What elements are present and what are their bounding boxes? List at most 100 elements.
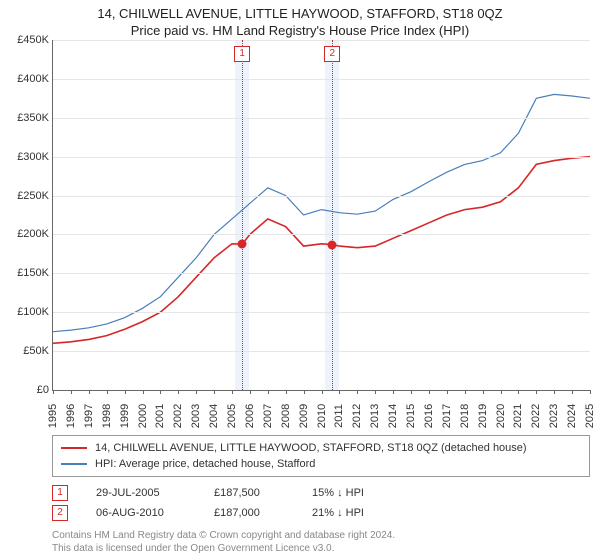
x-tick (268, 390, 269, 394)
legend-item: 14, CHILWELL AVENUE, LITTLE HAYWOOD, STA… (61, 440, 581, 456)
x-tick (160, 390, 161, 394)
gridline (53, 40, 590, 41)
credits: Contains HM Land Registry data © Crown c… (52, 529, 590, 555)
x-axis-label: 1999 (119, 404, 131, 428)
x-axis-label: 2022 (530, 404, 542, 428)
x-tick (143, 390, 144, 394)
x-tick (590, 390, 591, 394)
x-tick (393, 390, 394, 394)
y-axis-label: £150K (1, 267, 49, 279)
sales-row: 2 06-AUG-2010 £187,000 21% ↓ HPI (52, 503, 590, 523)
x-tick (196, 390, 197, 394)
legend: 14, CHILWELL AVENUE, LITTLE HAYWOOD, STA… (52, 435, 590, 477)
x-axis-label: 1997 (83, 404, 95, 428)
x-axis-label: 2002 (172, 404, 184, 428)
x-axis-label: 1998 (101, 404, 113, 428)
x-axis-label: 2016 (423, 404, 435, 428)
x-axis-label: 2014 (387, 404, 399, 428)
sale-point (238, 240, 247, 249)
x-tick (447, 390, 448, 394)
x-tick (89, 390, 90, 394)
legend-swatch (61, 463, 87, 465)
y-axis-label: £50K (1, 345, 49, 357)
series-property (53, 157, 590, 344)
y-axis-label: £350K (1, 112, 49, 124)
sale-marker-line (242, 40, 243, 390)
credits-line: Contains HM Land Registry data © Crown c… (52, 529, 590, 542)
x-axis-label: 2006 (244, 404, 256, 428)
x-tick (483, 390, 484, 394)
x-axis-label: 2023 (548, 404, 560, 428)
x-tick (107, 390, 108, 394)
x-tick (518, 390, 519, 394)
sales-date: 29-JUL-2005 (96, 483, 186, 503)
x-tick (322, 390, 323, 394)
gridline (53, 351, 590, 352)
y-axis-label: £400K (1, 73, 49, 85)
gridline (53, 79, 590, 80)
x-tick (232, 390, 233, 394)
x-tick (250, 390, 251, 394)
sale-marker-flag: 2 (324, 46, 340, 62)
sales-price: £187,000 (214, 503, 284, 523)
x-tick (304, 390, 305, 394)
x-axis-label: 1995 (47, 404, 59, 428)
sale-marker-flag: 1 (234, 46, 250, 62)
x-tick (572, 390, 573, 394)
x-tick (357, 390, 358, 394)
y-axis-label: £200K (1, 228, 49, 240)
y-axis-label: £100K (1, 306, 49, 318)
sales-price: £187,500 (214, 483, 284, 503)
x-axis-label: 2008 (280, 404, 292, 428)
gridline (53, 196, 590, 197)
x-tick (71, 390, 72, 394)
x-tick (429, 390, 430, 394)
x-tick (214, 390, 215, 394)
x-axis-label: 2007 (262, 404, 274, 428)
x-tick (286, 390, 287, 394)
x-axis-label: 1996 (65, 404, 77, 428)
sales-date: 06-AUG-2010 (96, 503, 186, 523)
x-axis-label: 2015 (405, 404, 417, 428)
x-axis-label: 2012 (351, 404, 363, 428)
x-tick (411, 390, 412, 394)
x-tick (501, 390, 502, 394)
gridline (53, 312, 590, 313)
chart-title: 14, CHILWELL AVENUE, LITTLE HAYWOOD, STA… (10, 6, 590, 21)
sales-flag: 2 (52, 505, 68, 521)
legend-label: 14, CHILWELL AVENUE, LITTLE HAYWOOD, STA… (95, 440, 527, 456)
x-axis-label: 2001 (154, 404, 166, 428)
x-tick (465, 390, 466, 394)
sale-marker-line (332, 40, 333, 390)
gridline (53, 234, 590, 235)
x-axis-label: 2019 (477, 404, 489, 428)
x-axis-label: 2004 (208, 404, 220, 428)
x-axis-label: 2005 (226, 404, 238, 428)
x-axis-label: 2025 (584, 404, 596, 428)
chart-plot-area: £0£50K£100K£150K£200K£250K£300K£350K£400… (52, 40, 590, 391)
x-tick (178, 390, 179, 394)
x-axis-label: 2000 (137, 404, 149, 428)
legend-label: HPI: Average price, detached house, Staf… (95, 456, 315, 472)
x-axis-label: 2011 (333, 404, 345, 428)
gridline (53, 157, 590, 158)
x-axis-label: 2010 (316, 404, 328, 428)
x-tick (554, 390, 555, 394)
y-axis-label: £300K (1, 151, 49, 163)
x-axis-label: 2021 (512, 404, 524, 428)
sale-point (328, 240, 337, 249)
x-axis-label: 2013 (369, 404, 381, 428)
x-axis-label: 2024 (566, 404, 578, 428)
sales-diff: 21% ↓ HPI (312, 503, 392, 523)
x-axis-label: 2009 (298, 404, 310, 428)
series-hpi (53, 94, 590, 331)
x-axis-label: 2003 (190, 404, 202, 428)
x-tick (339, 390, 340, 394)
gridline (53, 118, 590, 119)
x-axis-label: 2020 (495, 404, 507, 428)
legend-item: HPI: Average price, detached house, Staf… (61, 456, 581, 472)
sales-table: 129-JUL-2005£187,50015% ↓ HPI206-AUG-201… (52, 483, 590, 523)
sales-flag: 1 (52, 485, 68, 501)
x-axis-label: 2017 (441, 404, 453, 428)
gridline (53, 273, 590, 274)
